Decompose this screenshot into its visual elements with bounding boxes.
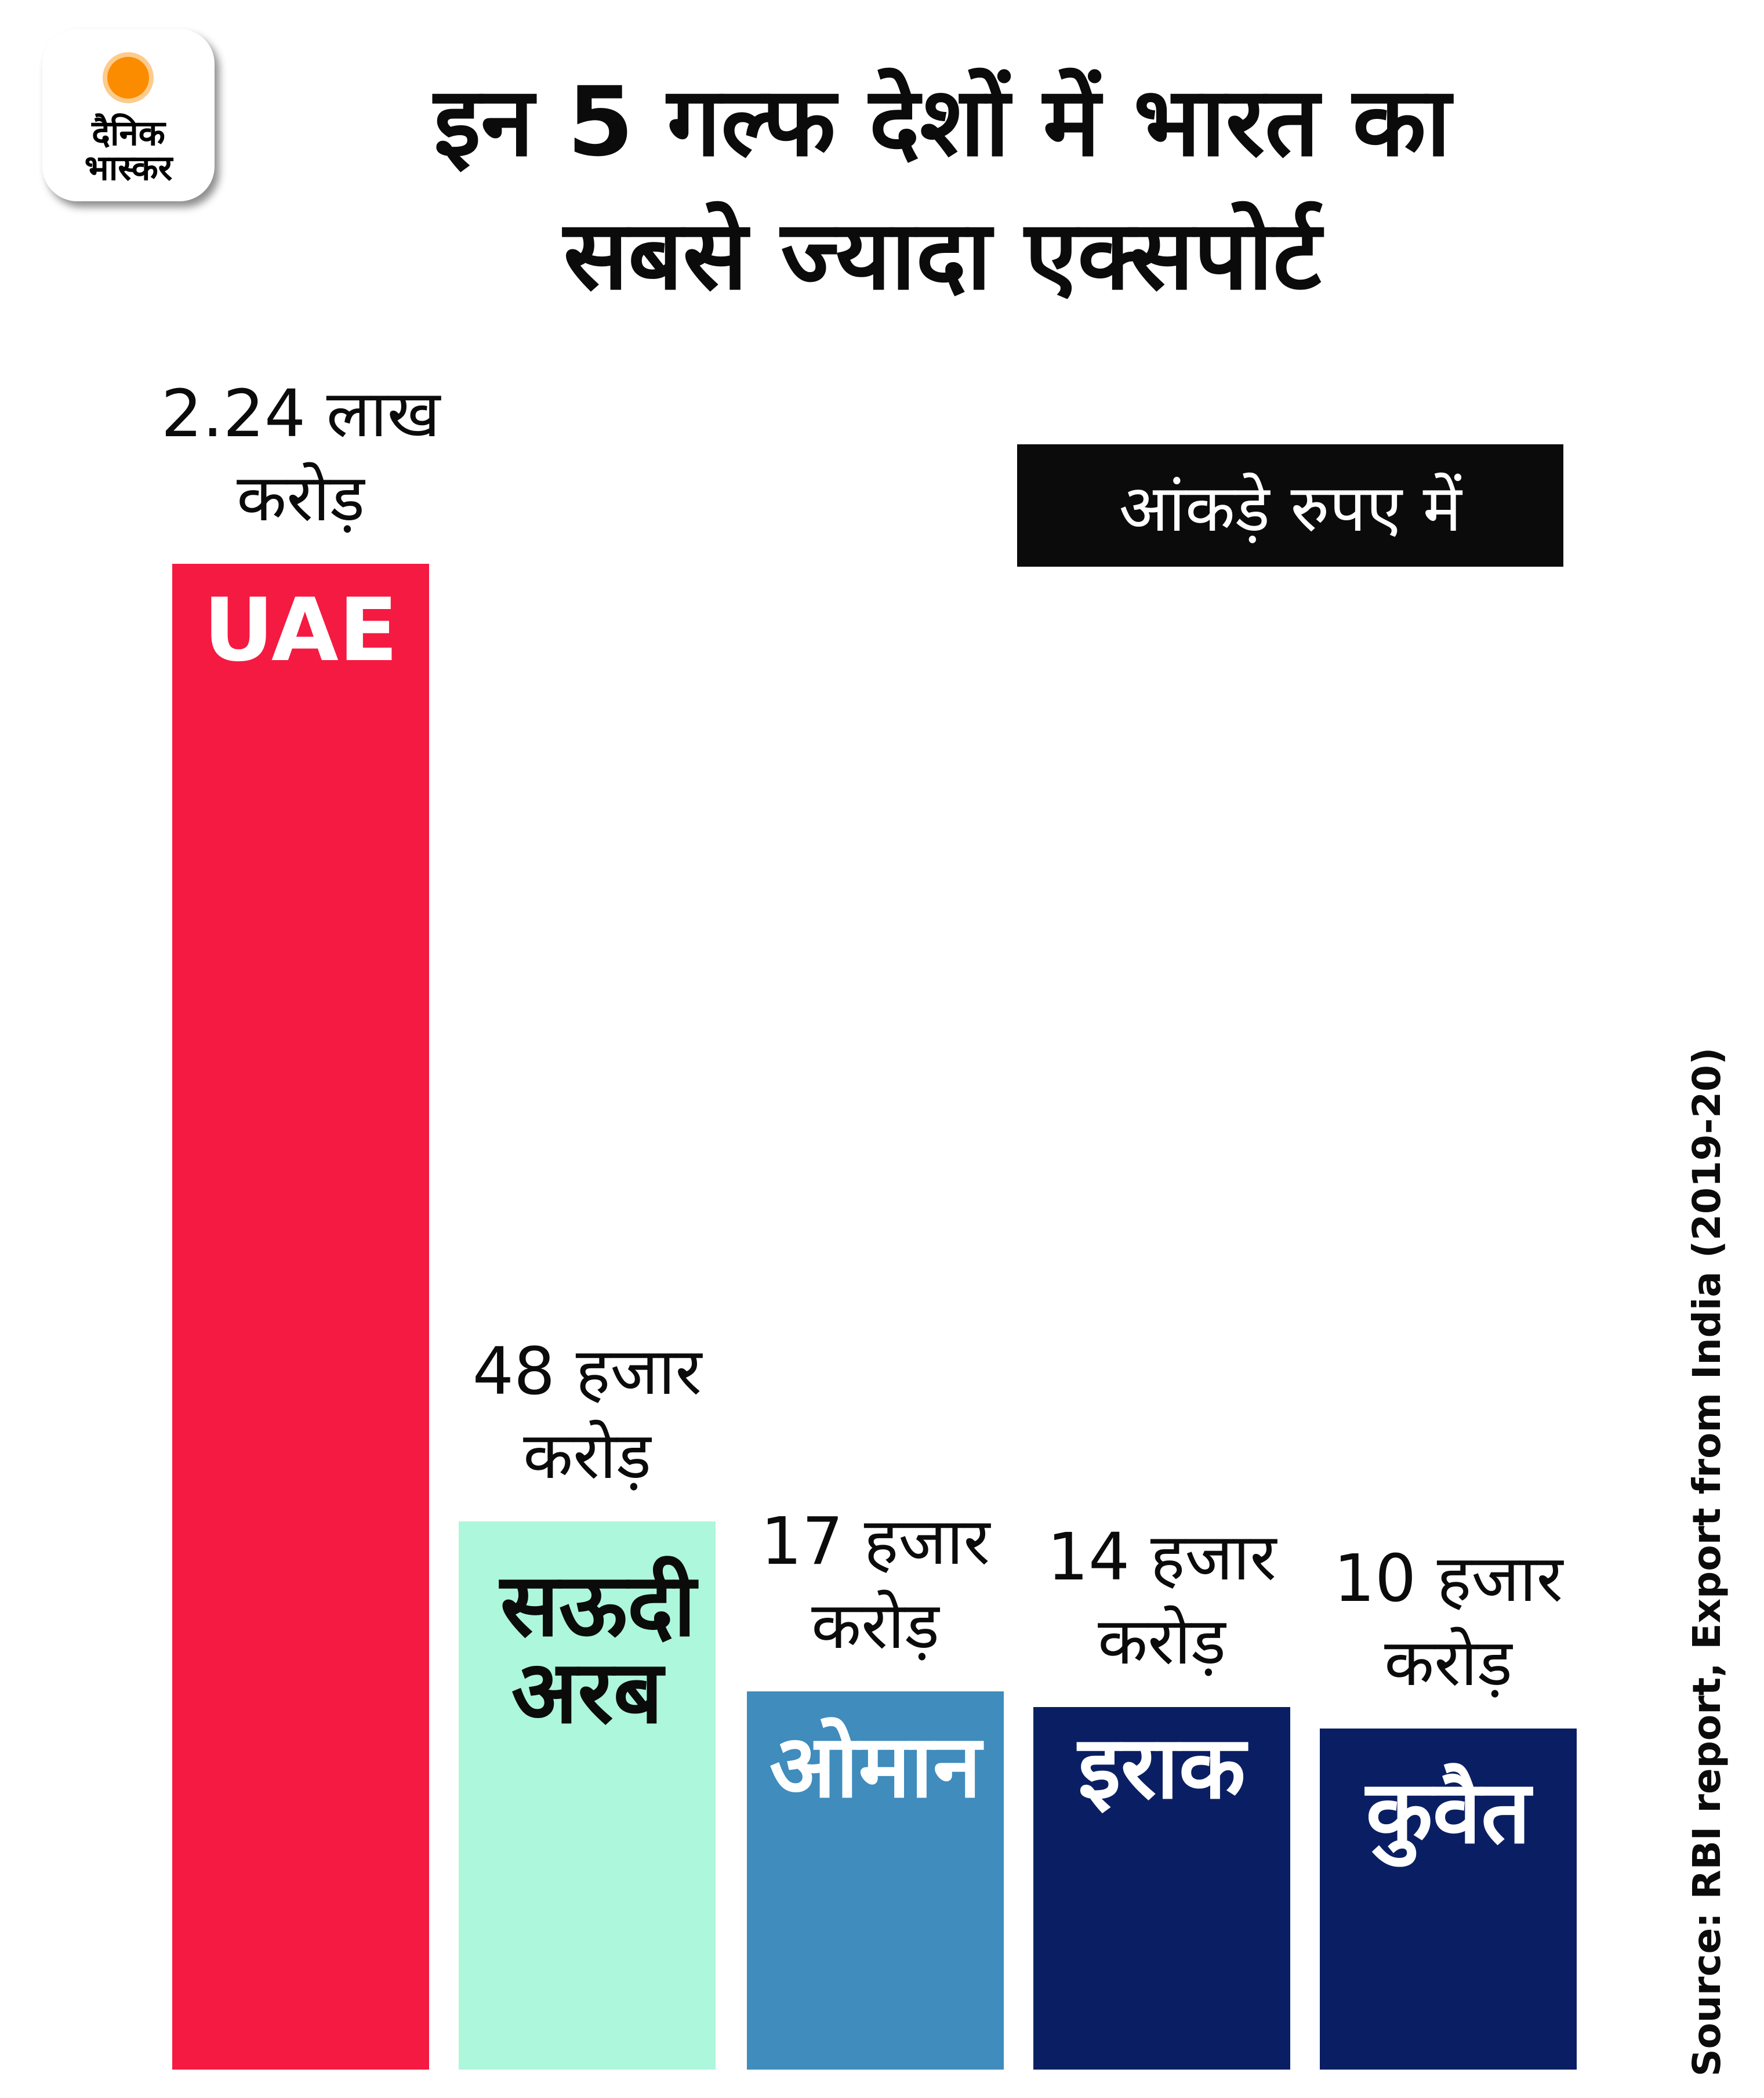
bar-3: 17 हजार करोड़ ओमान [747,1504,1004,2070]
value-label-line: 2.24 लाख [161,376,441,452]
chart-title: इन 5 गल्फ देशों में भारत का सबसे ज्यादा … [232,67,1653,310]
value-label-line: 48 हजार [472,1334,702,1409]
bar-2: 48 हजार करोड़ सऊदी अरब [459,1334,716,2070]
unit-badge: आंकड़े रुपए में [1017,444,1563,567]
category-label: कुवैत [1366,1762,1531,1863]
value-label: 14 हजार करोड़ [999,1516,1325,1684]
value-label-line: 10 हजार [1333,1541,1563,1617]
value-label-line: करोड़ [811,1588,939,1664]
value-label: 17 हजार करोड़ [712,1500,1039,1668]
value-label-line: 14 हजार [1047,1520,1277,1595]
value-label-line: करोड़ [237,461,365,536]
value-label: 2.24 लाख करोड़ [137,372,464,541]
title-line-2: सबसे ज्यादा एक्सपोर्ट [563,200,1322,311]
value-label-line: करोड़ [523,1418,651,1494]
bar-5: 10 हजार करोड़ कुवैत [1320,1541,1577,2070]
category-label: सऊदी अरब [500,1555,696,1743]
logo-line-1: दैनिक [92,113,165,154]
sun-icon [107,57,149,99]
value-label-line: 17 हजार [760,1504,990,1579]
category-label: UAE [203,580,398,681]
value-label: 10 हजार करोड़ [1285,1537,1611,1705]
bar-4: 14 हजार करोड़ इराक [1033,1520,1290,2070]
category-label: ओमान [769,1716,982,1817]
dainik-bhaskar-logo: दैनिक भास्कर [42,29,215,201]
value-label-line: करोड़ [1098,1604,1226,1679]
bar-1: 2.24 लाख करोड़ UAE [161,376,440,2070]
logo-line-2: भास्कर [84,148,173,189]
source-note: Source: RBI report, Export from India (2… [1685,1047,1729,2077]
value-label-line: करोड़ [1384,1625,1512,1701]
value-label: 48 हजार करोड़ [424,1330,750,1498]
category-label: इराक [1077,1717,1246,1818]
title-line-1: इन 5 गल्फ देशों में भारत का [434,66,1451,177]
